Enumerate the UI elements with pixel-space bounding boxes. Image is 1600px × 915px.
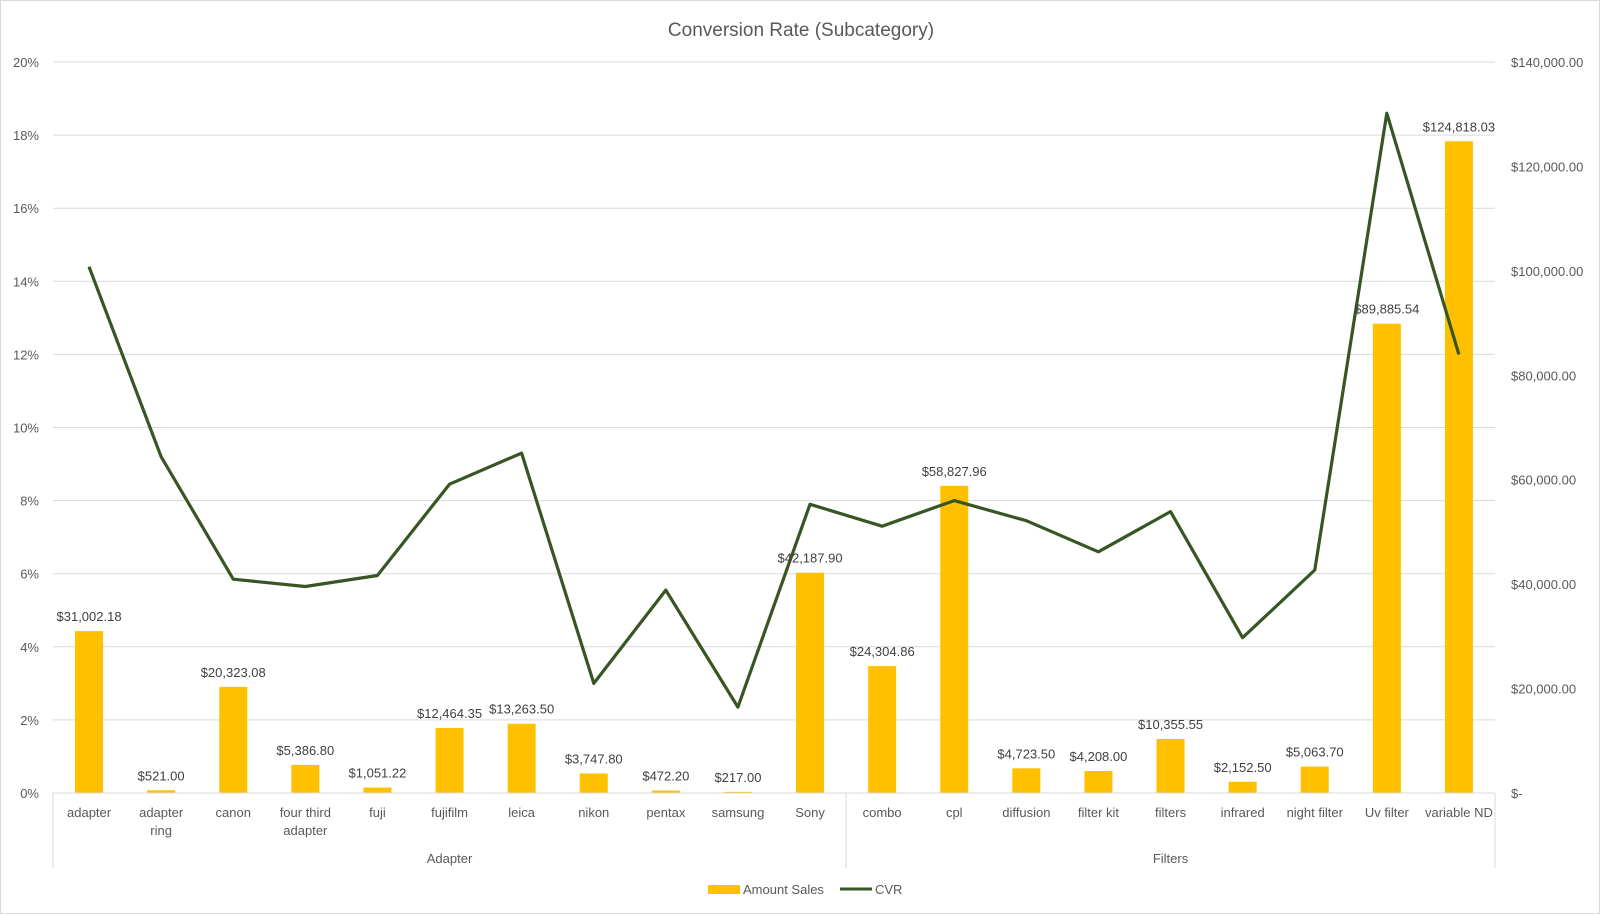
bar bbox=[219, 687, 247, 793]
left-tick-label: 16% bbox=[13, 201, 39, 216]
category-label: filters bbox=[1155, 805, 1187, 820]
bar-data-label: $4,208.00 bbox=[1070, 749, 1128, 764]
group-label: Filters bbox=[1153, 851, 1189, 866]
bar-data-label: $24,304.86 bbox=[850, 644, 915, 659]
category-label: diffusion bbox=[1002, 805, 1050, 820]
right-tick-label: $120,000.00 bbox=[1511, 159, 1583, 174]
bar-data-label: $472.20 bbox=[642, 769, 689, 784]
bar-data-label: $10,355.55 bbox=[1138, 717, 1203, 732]
category-label: leica bbox=[508, 805, 536, 820]
right-tick-label: $60,000.00 bbox=[1511, 473, 1576, 488]
bar-data-label: $12,464.35 bbox=[417, 706, 482, 721]
legend-label-amount-sales: Amount Sales bbox=[743, 882, 824, 897]
left-tick-label: 10% bbox=[13, 421, 39, 436]
category-label: four third bbox=[280, 805, 331, 820]
right-tick-label: $100,000.00 bbox=[1511, 264, 1583, 279]
bar-data-label: $2,152.50 bbox=[1214, 760, 1272, 775]
bar bbox=[940, 486, 968, 793]
right-tick-label: $20,000.00 bbox=[1511, 682, 1576, 697]
line-series-cvr bbox=[89, 113, 1459, 707]
bar bbox=[580, 773, 608, 793]
bar bbox=[1373, 324, 1401, 793]
category-label: cpl bbox=[946, 805, 963, 820]
bar bbox=[868, 666, 896, 793]
category-label: Sony bbox=[795, 805, 825, 820]
group-label: Adapter bbox=[427, 851, 473, 866]
bar-data-label: $1,051.22 bbox=[349, 766, 407, 781]
category-label: fuji bbox=[369, 805, 386, 820]
left-axis: 0% 2% 4% 6% 8% 10% 12% 14% 16% 18% 20% bbox=[13, 55, 39, 801]
left-tick-label: 20% bbox=[13, 55, 39, 70]
left-tick-label: 18% bbox=[13, 128, 39, 143]
left-tick-label: 2% bbox=[20, 713, 39, 728]
bar-data-label: $42,187.90 bbox=[778, 551, 843, 566]
category-label: nikon bbox=[578, 805, 609, 820]
bar-data-label: $5,063.70 bbox=[1286, 745, 1344, 760]
cvr-line bbox=[89, 113, 1459, 707]
bar-data-label: $521.00 bbox=[138, 768, 185, 783]
category-label: samsung bbox=[712, 805, 765, 820]
right-tick-label: $40,000.00 bbox=[1511, 577, 1576, 592]
bar-data-label: $4,723.50 bbox=[997, 746, 1055, 761]
bar bbox=[436, 728, 464, 793]
right-tick-label: $- bbox=[1511, 786, 1523, 801]
bar bbox=[508, 724, 536, 793]
bar-data-label: $58,827.96 bbox=[922, 464, 987, 479]
bar-data-label: $124,818.03 bbox=[1423, 119, 1495, 134]
legend-label-cvr: CVR bbox=[875, 882, 902, 897]
bar bbox=[1445, 141, 1473, 793]
left-tick-label: 14% bbox=[13, 274, 39, 289]
category-label: pentax bbox=[646, 805, 686, 820]
legend: Amount Sales CVR bbox=[708, 882, 902, 897]
gridlines bbox=[53, 62, 1495, 793]
right-tick-label: $80,000.00 bbox=[1511, 368, 1576, 383]
left-tick-label: 6% bbox=[20, 567, 39, 582]
category-label: filter kit bbox=[1078, 805, 1120, 820]
bar bbox=[1157, 739, 1185, 793]
chart-title: Conversion Rate (Subcategory) bbox=[668, 20, 934, 41]
left-tick-label: 0% bbox=[20, 786, 39, 801]
category-label: infrared bbox=[1221, 805, 1265, 820]
bar-data-label: $13,263.50 bbox=[489, 702, 554, 717]
bar-data-label: $31,002.18 bbox=[57, 609, 122, 624]
category-label: canon bbox=[216, 805, 251, 820]
category-label: variable ND bbox=[1425, 805, 1493, 820]
bar-data-label: $217.00 bbox=[714, 770, 761, 785]
right-tick-label: $140,000.00 bbox=[1511, 55, 1583, 70]
bar-data-labels: $31,002.18 $521.00 $20,323.08 $5,386.80 $1,0… bbox=[57, 119, 1496, 785]
bar bbox=[75, 631, 103, 793]
bar-data-label: $89,885.54 bbox=[1354, 302, 1419, 317]
category-label: adapter bbox=[139, 805, 184, 820]
category-label: combo bbox=[863, 805, 902, 820]
category-label: ring bbox=[150, 823, 172, 838]
left-tick-label: 4% bbox=[20, 640, 39, 655]
left-tick-label: 8% bbox=[20, 494, 39, 509]
bar-data-label: $20,323.08 bbox=[201, 665, 266, 680]
category-label: Uv filter bbox=[1365, 805, 1410, 820]
bar bbox=[1084, 771, 1112, 793]
category-label: adapter bbox=[283, 823, 328, 838]
bar-data-label: $3,747.80 bbox=[565, 751, 623, 766]
category-label: fujifilm bbox=[431, 805, 468, 820]
bar bbox=[1229, 782, 1257, 793]
category-label: night filter bbox=[1287, 805, 1344, 820]
bar-data-label: $5,386.80 bbox=[276, 743, 334, 758]
legend-swatch-amount-sales bbox=[708, 885, 740, 894]
bar-series-amount-sales bbox=[75, 141, 1473, 793]
category-label: adapter bbox=[67, 805, 112, 820]
bar bbox=[363, 788, 391, 793]
bar bbox=[1301, 767, 1329, 793]
bar bbox=[1012, 768, 1040, 793]
right-axis: $- $20,000.00 $40,000.00 $60,000.00 $80,000.… bbox=[1511, 55, 1583, 801]
bar bbox=[291, 765, 319, 793]
category-axis: adapter adapter ring canon four third adapter… bbox=[53, 793, 1495, 868]
left-tick-label: 12% bbox=[13, 347, 39, 362]
bar bbox=[796, 573, 824, 793]
